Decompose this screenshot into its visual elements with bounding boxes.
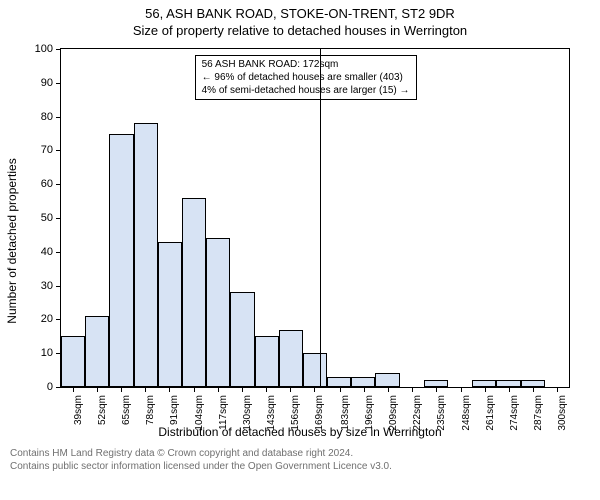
histogram-bar <box>521 380 545 387</box>
ytick-label: 30 <box>41 280 53 292</box>
x-axis-label: Distribution of detached houses by size … <box>0 425 600 439</box>
xtick-mark <box>266 387 267 392</box>
histogram-bar <box>351 377 375 387</box>
ytick-mark <box>56 387 61 388</box>
histogram-bar <box>134 123 158 387</box>
plot-area: 56 ASH BANK ROAD: 172sqm ← 96% of detach… <box>60 48 570 388</box>
xtick-mark <box>436 387 437 392</box>
annotation-box: 56 ASH BANK ROAD: 172sqm ← 96% of detach… <box>195 55 417 100</box>
xtick-mark <box>364 387 365 392</box>
histogram-bar <box>109 134 133 388</box>
ytick-label: 20 <box>41 313 53 325</box>
ytick-label: 10 <box>41 347 53 359</box>
histogram-bar <box>182 198 206 387</box>
xtick-label: 39sqm <box>73 395 84 425</box>
ytick-mark <box>56 150 61 151</box>
y-axis-label: Number of detached properties <box>5 158 19 323</box>
ytick-mark <box>56 117 61 118</box>
xtick-mark <box>145 387 146 392</box>
histogram-bar <box>206 238 230 387</box>
disclaimer: Contains HM Land Registry data © Crown c… <box>0 443 600 473</box>
xtick-mark <box>97 387 98 392</box>
histogram-bar <box>375 373 399 387</box>
ytick-label: 40 <box>41 246 53 258</box>
xtick-label: 91sqm <box>169 395 180 425</box>
ytick-label: 0 <box>47 381 53 393</box>
xtick-mark <box>290 387 291 392</box>
xtick-mark <box>340 387 341 392</box>
histogram-bar <box>85 316 109 387</box>
xtick-mark <box>485 387 486 392</box>
xtick-label: 78sqm <box>145 395 156 425</box>
ytick-label: 80 <box>41 111 53 123</box>
chart-container: Number of detached properties 56 ASH BAN… <box>0 38 600 443</box>
xtick-label: 52sqm <box>97 395 108 425</box>
ytick-mark <box>56 184 61 185</box>
xtick-mark <box>461 387 462 392</box>
page-title-line2: Size of property relative to detached ho… <box>0 23 600 38</box>
ytick-label: 100 <box>35 43 53 55</box>
ytick-mark <box>56 49 61 50</box>
xtick-mark <box>73 387 74 392</box>
annotation-line2: ← 96% of detached houses are smaller (40… <box>202 71 410 84</box>
xtick-mark <box>557 387 558 392</box>
ytick-mark <box>56 319 61 320</box>
ytick-mark <box>56 252 61 253</box>
disclaimer-line1: Contains HM Land Registry data © Crown c… <box>10 447 590 460</box>
ytick-label: 60 <box>41 178 53 190</box>
histogram-bar <box>61 336 85 387</box>
page-title-line1: 56, ASH BANK ROAD, STOKE-ON-TRENT, ST2 9… <box>0 6 600 21</box>
histogram-bar <box>303 353 327 387</box>
ytick-label: 90 <box>41 77 53 89</box>
ytick-label: 70 <box>41 144 53 156</box>
annotation-line1: 56 ASH BANK ROAD: 172sqm <box>202 58 410 71</box>
histogram-bar <box>255 336 279 387</box>
xtick-mark <box>121 387 122 392</box>
xtick-mark <box>218 387 219 392</box>
xtick-mark <box>533 387 534 392</box>
xtick-mark <box>509 387 510 392</box>
xtick-mark <box>314 387 315 392</box>
ytick-mark <box>56 286 61 287</box>
xtick-mark <box>412 387 413 392</box>
histogram-bar <box>472 380 496 387</box>
xtick-mark <box>194 387 195 392</box>
xtick-mark <box>242 387 243 392</box>
annotation-line3: 4% of semi-detached houses are larger (1… <box>202 84 410 97</box>
histogram-bar <box>327 377 351 387</box>
histogram-bar <box>424 380 448 387</box>
xtick-mark <box>388 387 389 392</box>
histogram-bar <box>496 380 520 387</box>
histogram-bar <box>279 330 303 387</box>
ytick-mark <box>56 83 61 84</box>
xtick-label: 65sqm <box>121 395 132 425</box>
ytick-label: 50 <box>41 212 53 224</box>
xtick-mark <box>169 387 170 392</box>
histogram-bar <box>230 292 254 387</box>
reference-line <box>320 49 321 387</box>
disclaimer-line2: Contains public sector information licen… <box>10 460 590 473</box>
ytick-mark <box>56 218 61 219</box>
histogram-bar <box>158 242 182 387</box>
